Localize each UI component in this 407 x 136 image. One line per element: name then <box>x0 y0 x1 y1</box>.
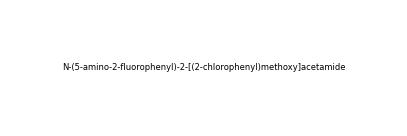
Text: N-(5-amino-2-fluorophenyl)-2-[(2-chlorophenyl)methoxy]acetamide: N-(5-amino-2-fluorophenyl)-2-[(2-chlorop… <box>62 64 345 72</box>
